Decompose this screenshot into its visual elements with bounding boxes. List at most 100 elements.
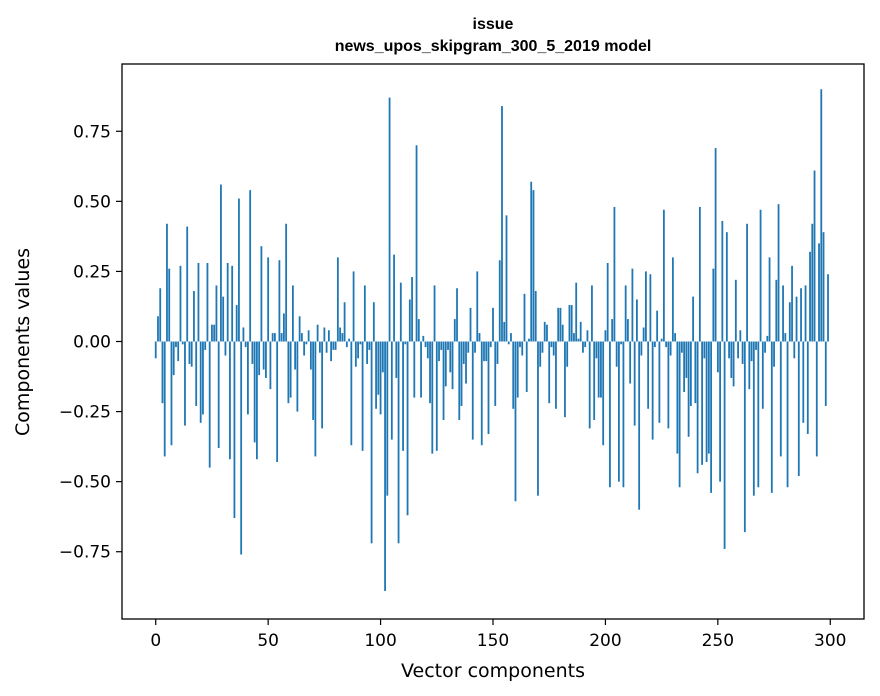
- bar-138: [465, 341, 467, 384]
- bar-29: [220, 184, 222, 342]
- bar-92: [361, 341, 364, 451]
- x-axis-label: Vector components: [401, 660, 585, 682]
- bar-135: [458, 341, 461, 420]
- bar-57: [282, 313, 285, 342]
- bar-18: [195, 341, 198, 406]
- bar-23: [206, 263, 209, 342]
- bar-121: [426, 341, 429, 359]
- bar-97: [372, 302, 375, 342]
- bar-137: [462, 341, 465, 364]
- bar-16: [190, 341, 193, 367]
- bar-6: [168, 268, 171, 342]
- bar-43: [251, 341, 254, 364]
- bar-101: [381, 341, 384, 373]
- x-tick-label: 250: [702, 631, 734, 651]
- bar-226: [662, 209, 665, 342]
- bar-282: [788, 302, 791, 342]
- bar-113: [408, 299, 411, 342]
- bar-269: [759, 209, 762, 342]
- bar-96: [370, 341, 373, 544]
- bar-280: [784, 333, 787, 342]
- bar-41: [247, 341, 249, 415]
- bar-298: [824, 341, 827, 406]
- bar-66: [303, 341, 306, 356]
- bar-234: [680, 341, 683, 353]
- bar-180: [559, 307, 562, 342]
- bar-104: [388, 97, 391, 342]
- bar-85: [345, 341, 348, 348]
- bar-271: [764, 341, 766, 353]
- bar-129: [444, 341, 447, 387]
- bar-8: [172, 341, 175, 376]
- bar-197: [597, 341, 600, 398]
- bar-100: [379, 341, 382, 415]
- bar-77: [327, 330, 330, 342]
- bar-206: [618, 341, 620, 482]
- bar-233: [678, 341, 681, 488]
- bar-161: [516, 341, 519, 398]
- bar-201: [606, 263, 609, 342]
- bar-290: [806, 341, 809, 434]
- bar-109: [399, 282, 402, 342]
- bar-209: [624, 285, 627, 342]
- bar-39: [242, 327, 245, 342]
- bar-20: [199, 341, 202, 423]
- bar-297: [822, 232, 825, 342]
- bar-175: [548, 341, 551, 404]
- bar-184: [568, 305, 571, 342]
- bar-32: [226, 263, 229, 342]
- y-axis-label: Components values: [12, 248, 34, 436]
- bar-261: [741, 341, 744, 364]
- bar-189: [579, 321, 582, 342]
- bar-236: [685, 341, 688, 378]
- bar-127: [440, 341, 443, 350]
- bar-67: [305, 341, 308, 345]
- bar-51: [269, 341, 272, 390]
- bar-181: [561, 324, 564, 342]
- bar-293: [813, 170, 816, 342]
- bar-55: [278, 260, 281, 342]
- bar-73: [318, 341, 321, 353]
- bar-204: [613, 206, 616, 342]
- bar-167: [530, 181, 533, 342]
- y-tick-label: 0.50: [73, 192, 111, 212]
- bar-139: [467, 341, 470, 353]
- bar-249: [714, 148, 717, 342]
- bar-183: [566, 341, 569, 367]
- bar-244: [703, 341, 706, 359]
- bar-86: [348, 338, 350, 342]
- bar-1: [157, 316, 159, 342]
- bar-251: [719, 341, 721, 482]
- bar-17: [193, 291, 195, 342]
- bar-177: [552, 341, 555, 356]
- bar-287: [800, 288, 802, 342]
- bar-9: [175, 341, 177, 348]
- bar-4: [163, 341, 166, 457]
- bar-33: [229, 341, 231, 460]
- bar-144: [478, 333, 481, 342]
- bar-133: [453, 319, 456, 342]
- bar-106: [393, 254, 395, 342]
- bar-238: [689, 341, 692, 406]
- bar-91: [359, 341, 362, 345]
- bar-166: [528, 338, 530, 342]
- bar-205: [615, 341, 618, 367]
- bar-37: [238, 198, 240, 342]
- bar-70: [312, 341, 315, 420]
- bar-281: [786, 341, 789, 488]
- bar-292: [811, 223, 814, 342]
- bar-228: [667, 341, 670, 429]
- bar-130: [447, 341, 449, 350]
- bar-188: [577, 338, 580, 342]
- bar-227: [665, 341, 668, 348]
- bar-172: [541, 341, 544, 353]
- bar-128: [442, 341, 445, 420]
- bar-63: [296, 341, 299, 412]
- bar-143: [476, 271, 479, 342]
- bar-35: [233, 341, 236, 519]
- bar-80: [334, 341, 337, 350]
- bar-22: [204, 341, 207, 350]
- bar-94: [366, 341, 368, 364]
- bar-195: [593, 341, 596, 420]
- bar-263: [746, 223, 748, 342]
